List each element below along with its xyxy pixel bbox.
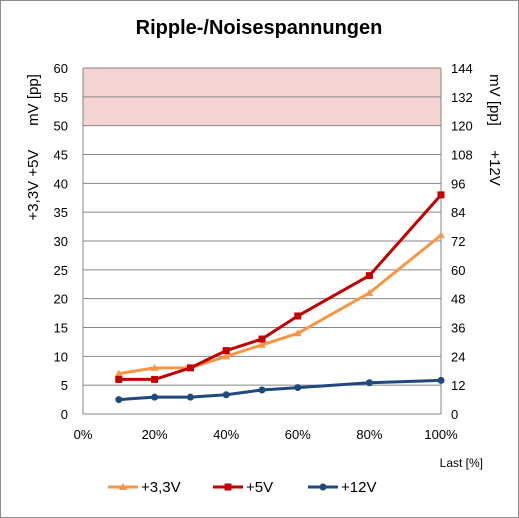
- right-y-tick-label: 36: [451, 321, 465, 336]
- left-y-tick-label: 0: [61, 407, 68, 422]
- right-y-tick-label: 0: [451, 407, 458, 422]
- x-tick-label: 20%: [142, 427, 168, 442]
- data-point-5v: [222, 347, 230, 355]
- data-point-5v: [115, 375, 123, 383]
- data-point-12v: [365, 379, 373, 387]
- data-point-33v: [365, 288, 374, 296]
- data-point-33v: [258, 340, 266, 348]
- data-point-33v: [222, 352, 231, 360]
- data-point-5v: [437, 191, 445, 199]
- data-point-12v: [258, 386, 266, 394]
- right-y-tick-label: 24: [451, 349, 465, 364]
- data-point-12v: [222, 391, 230, 399]
- x-axis-label: Last [%]: [440, 456, 483, 470]
- series-line-33v: [118, 234, 442, 376]
- legend-marker-33v: [119, 483, 127, 490]
- right-y-tick-label: 132: [451, 90, 473, 105]
- data-point-5v: [294, 312, 302, 320]
- right-axis-label-voltage: +12V: [486, 150, 503, 185]
- left-y-tick-label: 50: [54, 119, 68, 134]
- left-y-tick-label: 55: [54, 90, 68, 105]
- x-tick-label: 60%: [285, 427, 311, 442]
- right-y-tick-label: 84: [451, 205, 465, 220]
- left-y-tick-label: 45: [54, 148, 68, 163]
- chart-title: Ripple-/Noisespannungen: [136, 17, 383, 39]
- data-point-33v: [114, 369, 123, 377]
- left-y-tick-label: 40: [54, 176, 68, 191]
- data-point-12v: [294, 384, 302, 392]
- right-y-tick-label: 96: [451, 176, 465, 191]
- right-y-tick-label: 48: [451, 292, 465, 307]
- series-line-12v: [118, 378, 442, 402]
- left-y-tick-label: 25: [54, 263, 68, 278]
- right-axis-label-unit: mV [pp]: [486, 74, 503, 126]
- left-y-tick-label: 60: [54, 61, 68, 76]
- data-point-12v: [115, 396, 123, 404]
- left-y-tick-label: 10: [54, 349, 68, 364]
- data-point-12v: [151, 393, 159, 401]
- right-y-tick-label: 60: [451, 263, 465, 278]
- x-tick-label: 40%: [213, 427, 239, 442]
- left-y-tick-label: 5: [61, 378, 68, 393]
- legend-marker-5v: [224, 483, 232, 491]
- data-point-12v: [186, 393, 194, 401]
- legend-label-33v: +3,3V: [141, 479, 181, 496]
- x-tick-label: 100%: [424, 427, 458, 442]
- x-tick-label: 0%: [74, 427, 93, 442]
- left-axis-label-voltages: +3,3V +5V: [25, 150, 42, 221]
- legend-label-12v: +12V: [341, 479, 376, 496]
- data-point-5v: [186, 364, 194, 372]
- left-y-tick-label: 35: [54, 205, 68, 220]
- left-y-tick-label: 20: [54, 292, 68, 307]
- data-point-5v: [258, 335, 266, 343]
- data-point-33v: [293, 329, 302, 337]
- data-point-5v: [365, 272, 373, 280]
- right-y-tick-label: 72: [451, 234, 465, 249]
- data-point-12v: [437, 376, 445, 384]
- data-point-33v: [437, 231, 445, 239]
- right-y-tick-label: 12: [451, 378, 465, 393]
- left-y-tick-label: 15: [54, 321, 68, 336]
- right-y-tick-label: 120: [451, 119, 473, 134]
- left-axis-label-unit: mV [pp]: [25, 74, 42, 126]
- legend-marker-12v: [319, 483, 327, 491]
- right-y-tick-label: 144: [451, 61, 473, 76]
- x-tick-label: 80%: [356, 427, 382, 442]
- data-point-33v: [150, 363, 159, 371]
- data-point-5v: [151, 375, 159, 383]
- left-y-tick-label: 30: [54, 234, 68, 249]
- series-line-5v: [118, 193, 443, 381]
- right-y-tick-label: 108: [451, 148, 473, 163]
- legend-label-5v: +5V: [246, 479, 273, 496]
